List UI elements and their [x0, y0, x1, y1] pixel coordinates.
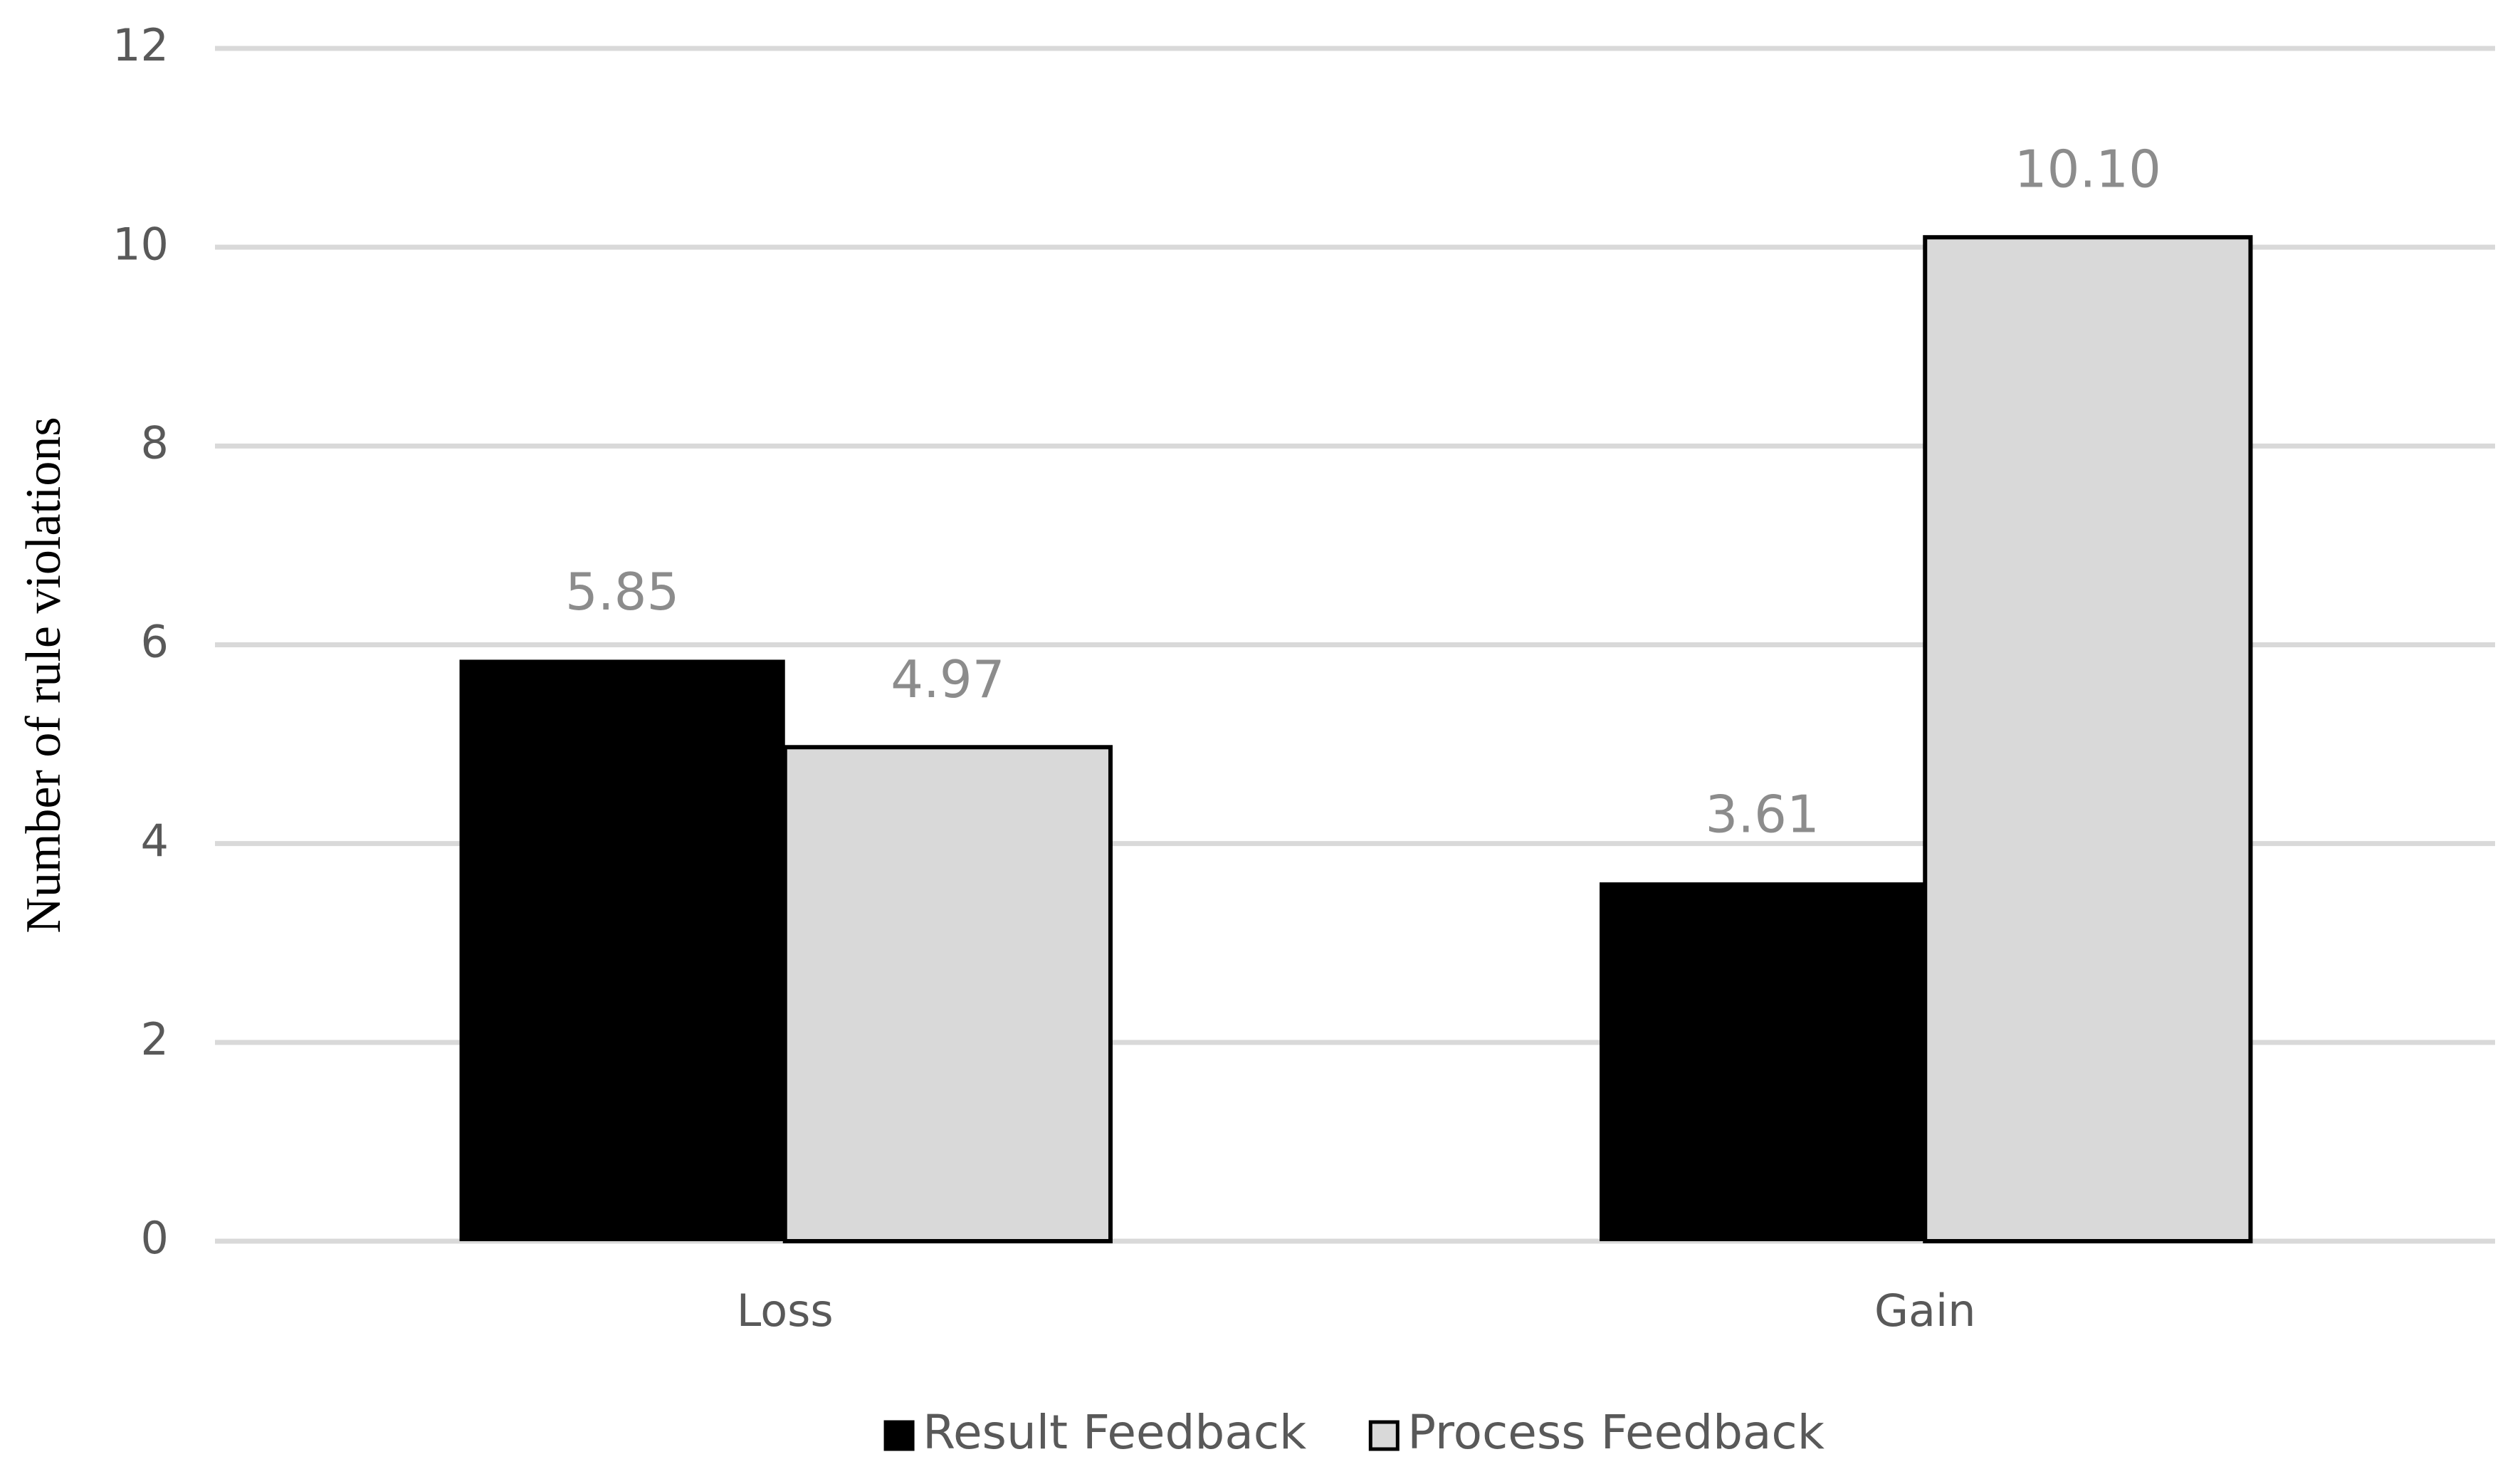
bar	[1923, 235, 2253, 1243]
bar	[782, 745, 1113, 1244]
legend-swatch	[883, 1420, 915, 1451]
y-tick-label: 10	[112, 218, 169, 270]
y-tick-label: 6	[141, 616, 169, 668]
x-tick-label: Gain	[1874, 1285, 1976, 1337]
y-tick-label: 4	[141, 815, 169, 867]
legend-swatch	[1368, 1420, 1400, 1451]
bar	[459, 659, 785, 1241]
bar	[1600, 882, 1926, 1241]
value-label: 3.61	[1705, 785, 1819, 845]
y-tick-label: 0	[141, 1212, 169, 1264]
y-axis-title: Number of rule violations	[16, 417, 71, 933]
value-label: 10.10	[2015, 140, 2161, 199]
y-tick-label: 8	[141, 417, 169, 469]
y-tick-label: 12	[112, 19, 169, 71]
legend-label: Result Feedback	[923, 1405, 1307, 1460]
x-tick-label: Loss	[737, 1285, 834, 1337]
value-label: 4.97	[891, 649, 1004, 709]
legend-label: Process Feedback	[1407, 1405, 1825, 1460]
y-tick-label: 2	[141, 1013, 169, 1065]
value-label: 5.85	[565, 562, 679, 622]
